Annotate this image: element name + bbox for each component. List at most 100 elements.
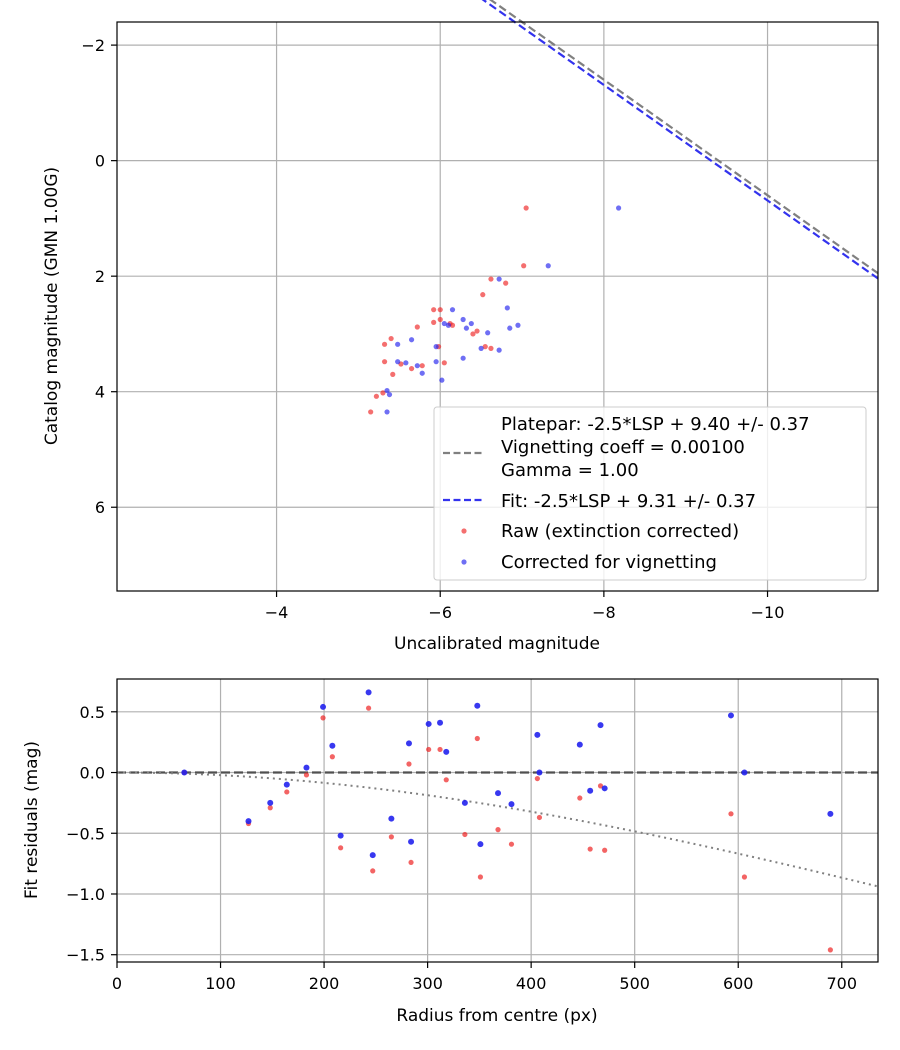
corrected-point <box>395 341 401 347</box>
legend-platepar-label: Platepar: -2.5*LSP + 9.40 +/- 0.37 <box>501 414 810 435</box>
raw-residual-point <box>597 783 604 789</box>
raw-residual-point <box>587 846 593 852</box>
corrected-residual-point <box>474 702 481 709</box>
corrected-point <box>395 359 401 365</box>
bottom-x-axis-label: Radius from centre (px) <box>396 1006 597 1026</box>
corrected-residual-point <box>536 769 543 776</box>
corrected-point <box>433 359 439 365</box>
top-scatter-points <box>368 205 622 415</box>
top-axes-frame <box>116 21 879 592</box>
corrected-residual-point <box>329 742 336 749</box>
corrected-residual-point <box>461 799 468 806</box>
raw-residual-point <box>406 761 412 767</box>
raw-point <box>523 205 529 211</box>
corrected-residual-point <box>369 852 376 859</box>
corrected-residual-point <box>508 801 515 808</box>
bottom-y-tick-label: 0.0 <box>80 764 105 783</box>
raw-residual-point <box>370 868 376 874</box>
corrected-point <box>478 345 484 351</box>
corrected-point <box>414 363 420 369</box>
top-x-tick-label: −4 <box>265 603 289 622</box>
legend: Platepar: -2.5*LSP + 9.40 +/- 0.37 Vigne… <box>433 406 867 581</box>
raw-residual-point <box>536 814 543 821</box>
raw-point <box>408 365 415 372</box>
corrected-point <box>616 205 622 211</box>
bottom-x-tick-label: 600 <box>723 974 754 993</box>
top-x-tick-label: −10 <box>751 603 785 622</box>
corrected-residual-point <box>181 769 188 776</box>
bottom-y-axis-label: Fit residuals (mag) <box>22 741 42 899</box>
raw-point <box>381 341 388 347</box>
raw-point <box>521 263 527 269</box>
corrected-residual-point <box>827 810 834 817</box>
top-y-tick-label: 4 <box>95 383 105 402</box>
bottom-y-tick-label: −1.0 <box>66 885 105 904</box>
bottom-x-tick-label: 300 <box>412 974 443 993</box>
bottom-y-tick-label: −1.5 <box>66 946 105 965</box>
bottom-axes-frame <box>116 678 879 963</box>
corrected-point <box>384 409 390 415</box>
legend-gamma-label: Gamma = 1.00 <box>501 460 639 481</box>
raw-point <box>390 371 396 377</box>
raw-point <box>480 292 486 298</box>
corrected-residual-point <box>477 841 484 848</box>
raw-point <box>470 331 476 337</box>
corrected-point <box>504 305 510 311</box>
raw-residual-point <box>741 874 748 880</box>
raw-residual-point <box>388 834 394 840</box>
corrected-residual-point <box>601 785 608 792</box>
top-y-tick-label: 2 <box>95 267 105 286</box>
corrected-residual-point <box>534 731 541 738</box>
raw-point <box>488 345 494 351</box>
raw-residual-point <box>508 841 515 847</box>
top-y-ticks: −2 0 2 4 6 <box>81 36 117 517</box>
corrected-point <box>439 377 445 383</box>
vignetting-curve <box>116 771 879 888</box>
corrected-residual-point <box>283 781 290 788</box>
top-x-tick-label: −6 <box>428 603 452 622</box>
corrected-point <box>463 325 470 331</box>
corrected-residual-point <box>245 818 252 825</box>
raw-residual-point <box>329 754 335 760</box>
raw-residual-point <box>602 847 608 853</box>
corrected-residual-point <box>320 703 327 710</box>
bottom-y-ticks: 0.5 0.0 −0.5 −1.0 −1.5 <box>66 703 117 965</box>
raw-residual-point <box>408 859 414 866</box>
corrected-residual-point <box>597 722 604 729</box>
corrected-point <box>496 276 502 282</box>
top-y-tick-label: 0 <box>95 152 105 171</box>
corrected-residual-point <box>425 720 432 727</box>
corrected-residual-point <box>408 838 415 845</box>
raw-residual-point <box>477 874 484 880</box>
residuals-plot: 0 100 200 300 400 500 600 700 0.5 0.0 −0.5 −1.0 −1.… <box>22 678 879 1026</box>
raw-residual-point <box>437 746 443 753</box>
corrected-residual-point <box>587 787 594 794</box>
top-y-axis-label: Catalog magnitude (GMN 1.00G) <box>42 167 62 445</box>
raw-residual-point <box>577 795 583 801</box>
corrected-point <box>507 325 513 331</box>
raw-point <box>482 344 488 350</box>
raw-residual-point <box>320 715 326 721</box>
raw-point <box>431 319 437 325</box>
corrected-residual-point <box>727 712 734 719</box>
raw-point <box>437 316 443 323</box>
raw-residual-point <box>338 845 344 851</box>
bottom-x-tick-label: 100 <box>205 974 236 993</box>
raw-residual-point <box>534 775 540 782</box>
corrected-point <box>496 347 502 353</box>
corrected-point <box>419 370 425 376</box>
legend-vignetting-label: Vignetting coeff = 0.00100 <box>501 437 745 458</box>
raw-point <box>414 324 420 330</box>
corrected-point <box>441 320 447 327</box>
raw-residual-point <box>365 705 372 711</box>
top-y-tick-label: −2 <box>81 36 105 55</box>
corrected-point <box>485 330 491 336</box>
raw-point <box>488 276 494 282</box>
corrected-residual-point <box>267 799 274 806</box>
corrected-point <box>403 360 409 366</box>
raw-residual-point <box>284 789 290 795</box>
raw-residual-point <box>474 735 480 742</box>
legend-corrected-label: Corrected for vignetting <box>501 552 717 573</box>
raw-point <box>441 360 447 366</box>
